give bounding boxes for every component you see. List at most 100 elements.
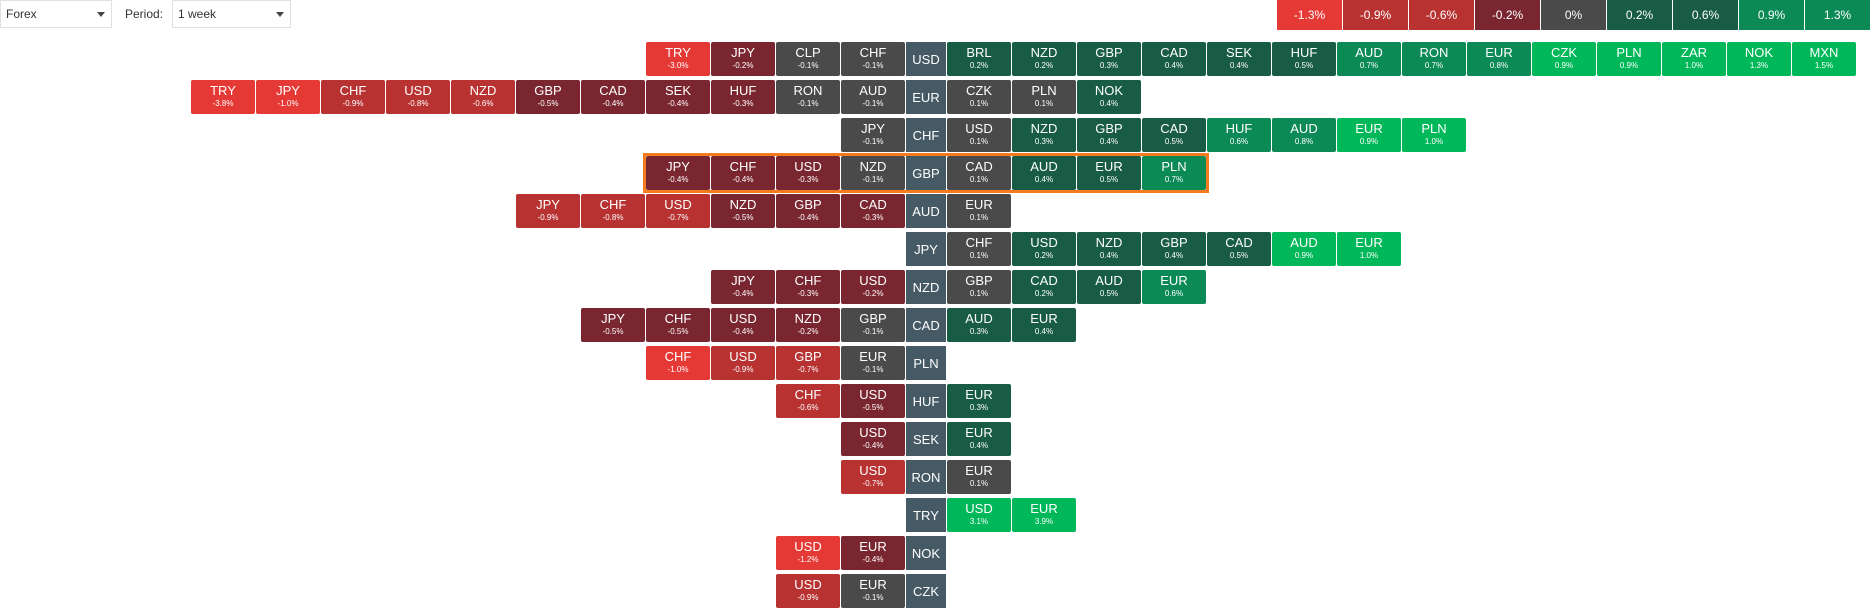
pair-tile-usd-pln[interactable]: PLN 0.9%: [1597, 42, 1661, 76]
pair-tile-gbp-aud[interactable]: AUD 0.4%: [1012, 156, 1076, 190]
pair-tile-eur-aud[interactable]: AUD -0.1%: [841, 80, 905, 114]
pair-tile-gbp-pln[interactable]: PLN 0.7%: [1142, 156, 1206, 190]
pair-tile-eur-huf[interactable]: HUF -0.3%: [711, 80, 775, 114]
pair-tile-eur-try[interactable]: TRY -3.8%: [191, 80, 255, 114]
base-currency-huf[interactable]: HUF: [906, 384, 946, 418]
pair-tile-usd-jpy[interactable]: JPY -0.2%: [711, 42, 775, 76]
pair-tile-cad-eur[interactable]: EUR 0.4%: [1012, 308, 1076, 342]
pair-tile-usd-eur[interactable]: EUR 0.8%: [1467, 42, 1531, 76]
pair-tile-czk-eur[interactable]: EUR -0.1%: [841, 574, 905, 608]
pair-tile-eur-sek[interactable]: SEK -0.4%: [646, 80, 710, 114]
pair-tile-huf-chf[interactable]: CHF -0.6%: [776, 384, 840, 418]
pair-tile-czk-usd[interactable]: USD -0.9%: [776, 574, 840, 608]
pair-tile-usd-gbp[interactable]: GBP 0.3%: [1077, 42, 1141, 76]
pair-tile-pln-usd[interactable]: USD -0.9%: [711, 346, 775, 380]
pair-tile-eur-jpy[interactable]: JPY -1.0%: [256, 80, 320, 114]
pair-tile-cad-aud[interactable]: AUD 0.3%: [947, 308, 1011, 342]
pair-tile-eur-cad[interactable]: CAD -0.4%: [581, 80, 645, 114]
pair-tile-eur-gbp[interactable]: GBP -0.5%: [516, 80, 580, 114]
pair-tile-sek-usd[interactable]: USD -0.4%: [841, 422, 905, 456]
pair-tile-jpy-usd[interactable]: USD 0.2%: [1012, 232, 1076, 266]
pair-tile-chf-nzd[interactable]: NZD 0.3%: [1012, 118, 1076, 152]
pair-tile-usd-mxn[interactable]: MXN 1.5%: [1792, 42, 1856, 76]
base-currency-czk[interactable]: CZK: [906, 574, 946, 608]
pair-tile-eur-nok[interactable]: NOK 0.4%: [1077, 80, 1141, 114]
pair-tile-eur-czk[interactable]: CZK 0.1%: [947, 80, 1011, 114]
base-currency-try[interactable]: TRY: [906, 498, 946, 532]
pair-tile-chf-usd[interactable]: USD 0.1%: [947, 118, 1011, 152]
base-currency-usd[interactable]: USD: [906, 42, 946, 76]
pair-tile-aud-cad[interactable]: CAD -0.3%: [841, 194, 905, 228]
pair-tile-gbp-eur[interactable]: EUR 0.5%: [1077, 156, 1141, 190]
base-currency-cad[interactable]: CAD: [906, 308, 946, 342]
pair-tile-huf-usd[interactable]: USD -0.5%: [841, 384, 905, 418]
pair-tile-aud-usd[interactable]: USD -0.7%: [646, 194, 710, 228]
pair-tile-gbp-usd[interactable]: USD -0.3%: [776, 156, 840, 190]
pair-tile-nzd-eur[interactable]: EUR 0.6%: [1142, 270, 1206, 304]
pair-tile-chf-eur[interactable]: EUR 0.9%: [1337, 118, 1401, 152]
pair-tile-chf-cad[interactable]: CAD 0.5%: [1142, 118, 1206, 152]
pair-tile-usd-brl[interactable]: BRL 0.2%: [947, 42, 1011, 76]
pair-tile-usd-sek[interactable]: SEK 0.4%: [1207, 42, 1271, 76]
pair-tile-huf-eur[interactable]: EUR 0.3%: [947, 384, 1011, 418]
base-currency-sek[interactable]: SEK: [906, 422, 946, 456]
pair-tile-cad-nzd[interactable]: NZD -0.2%: [776, 308, 840, 342]
pair-tile-aud-chf[interactable]: CHF -0.8%: [581, 194, 645, 228]
pair-tile-pln-gbp[interactable]: GBP -0.7%: [776, 346, 840, 380]
pair-tile-try-eur[interactable]: EUR 3.9%: [1012, 498, 1076, 532]
pair-tile-gbp-cad[interactable]: CAD 0.1%: [947, 156, 1011, 190]
pair-tile-eur-ron[interactable]: RON -0.1%: [776, 80, 840, 114]
pair-tile-aud-nzd[interactable]: NZD -0.5%: [711, 194, 775, 228]
pair-tile-eur-usd[interactable]: USD -0.8%: [386, 80, 450, 114]
pair-tile-nzd-usd[interactable]: USD -0.2%: [841, 270, 905, 304]
pair-tile-usd-ron[interactable]: RON 0.7%: [1402, 42, 1466, 76]
pair-tile-sek-eur[interactable]: EUR 0.4%: [947, 422, 1011, 456]
base-currency-aud[interactable]: AUD: [906, 194, 946, 228]
pair-tile-nzd-cad[interactable]: CAD 0.2%: [1012, 270, 1076, 304]
pair-tile-cad-usd[interactable]: USD -0.4%: [711, 308, 775, 342]
pair-tile-jpy-aud[interactable]: AUD 0.9%: [1272, 232, 1336, 266]
pair-tile-gbp-nzd[interactable]: NZD -0.1%: [841, 156, 905, 190]
pair-tile-usd-aud[interactable]: AUD 0.7%: [1337, 42, 1401, 76]
pair-tile-cad-chf[interactable]: CHF -0.5%: [646, 308, 710, 342]
pair-tile-chf-huf[interactable]: HUF 0.6%: [1207, 118, 1271, 152]
base-currency-pln[interactable]: PLN: [906, 346, 946, 380]
pair-tile-chf-jpy[interactable]: JPY -0.1%: [841, 118, 905, 152]
pair-tile-nzd-aud[interactable]: AUD 0.5%: [1077, 270, 1141, 304]
pair-tile-eur-chf[interactable]: CHF -0.9%: [321, 80, 385, 114]
pair-tile-jpy-eur[interactable]: EUR 1.0%: [1337, 232, 1401, 266]
pair-tile-nzd-chf[interactable]: CHF -0.3%: [776, 270, 840, 304]
pair-tile-gbp-chf[interactable]: CHF -0.4%: [711, 156, 775, 190]
pair-tile-nok-usd[interactable]: USD -1.2%: [776, 536, 840, 570]
base-currency-ron[interactable]: RON: [906, 460, 946, 494]
pair-tile-ron-usd[interactable]: USD -0.7%: [841, 460, 905, 494]
base-currency-jpy[interactable]: JPY: [906, 232, 946, 266]
pair-tile-ron-eur[interactable]: EUR 0.1%: [947, 460, 1011, 494]
base-currency-nzd[interactable]: NZD: [906, 270, 946, 304]
pair-tile-gbp-jpy[interactable]: JPY -0.4%: [646, 156, 710, 190]
pair-tile-aud-gbp[interactable]: GBP -0.4%: [776, 194, 840, 228]
pair-tile-pln-chf[interactable]: CHF -1.0%: [646, 346, 710, 380]
period-select[interactable]: 1 week: [172, 0, 291, 28]
pair-tile-jpy-cad[interactable]: CAD 0.5%: [1207, 232, 1271, 266]
pair-tile-pln-eur[interactable]: EUR -0.1%: [841, 346, 905, 380]
pair-tile-jpy-chf[interactable]: CHF 0.1%: [947, 232, 1011, 266]
pair-tile-chf-aud[interactable]: AUD 0.8%: [1272, 118, 1336, 152]
pair-tile-usd-clp[interactable]: CLP -0.1%: [776, 42, 840, 76]
base-currency-nok[interactable]: NOK: [906, 536, 946, 570]
pair-tile-aud-jpy[interactable]: JPY -0.9%: [516, 194, 580, 228]
pair-tile-chf-gbp[interactable]: GBP 0.4%: [1077, 118, 1141, 152]
pair-tile-usd-czk[interactable]: CZK 0.9%: [1532, 42, 1596, 76]
pair-tile-nzd-jpy[interactable]: JPY -0.4%: [711, 270, 775, 304]
base-currency-gbp[interactable]: GBP: [906, 156, 946, 190]
base-currency-eur[interactable]: EUR: [906, 80, 946, 114]
pair-tile-usd-nzd[interactable]: NZD 0.2%: [1012, 42, 1076, 76]
pair-tile-usd-cad[interactable]: CAD 0.4%: [1142, 42, 1206, 76]
pair-tile-usd-huf[interactable]: HUF 0.5%: [1272, 42, 1336, 76]
base-currency-chf[interactable]: CHF: [906, 118, 946, 152]
pair-tile-usd-try[interactable]: TRY -3.0%: [646, 42, 710, 76]
pair-tile-jpy-nzd[interactable]: NZD 0.4%: [1077, 232, 1141, 266]
pair-tile-jpy-gbp[interactable]: GBP 0.4%: [1142, 232, 1206, 266]
pair-tile-eur-nzd[interactable]: NZD -0.6%: [451, 80, 515, 114]
pair-tile-usd-zar[interactable]: ZAR 1.0%: [1662, 42, 1726, 76]
